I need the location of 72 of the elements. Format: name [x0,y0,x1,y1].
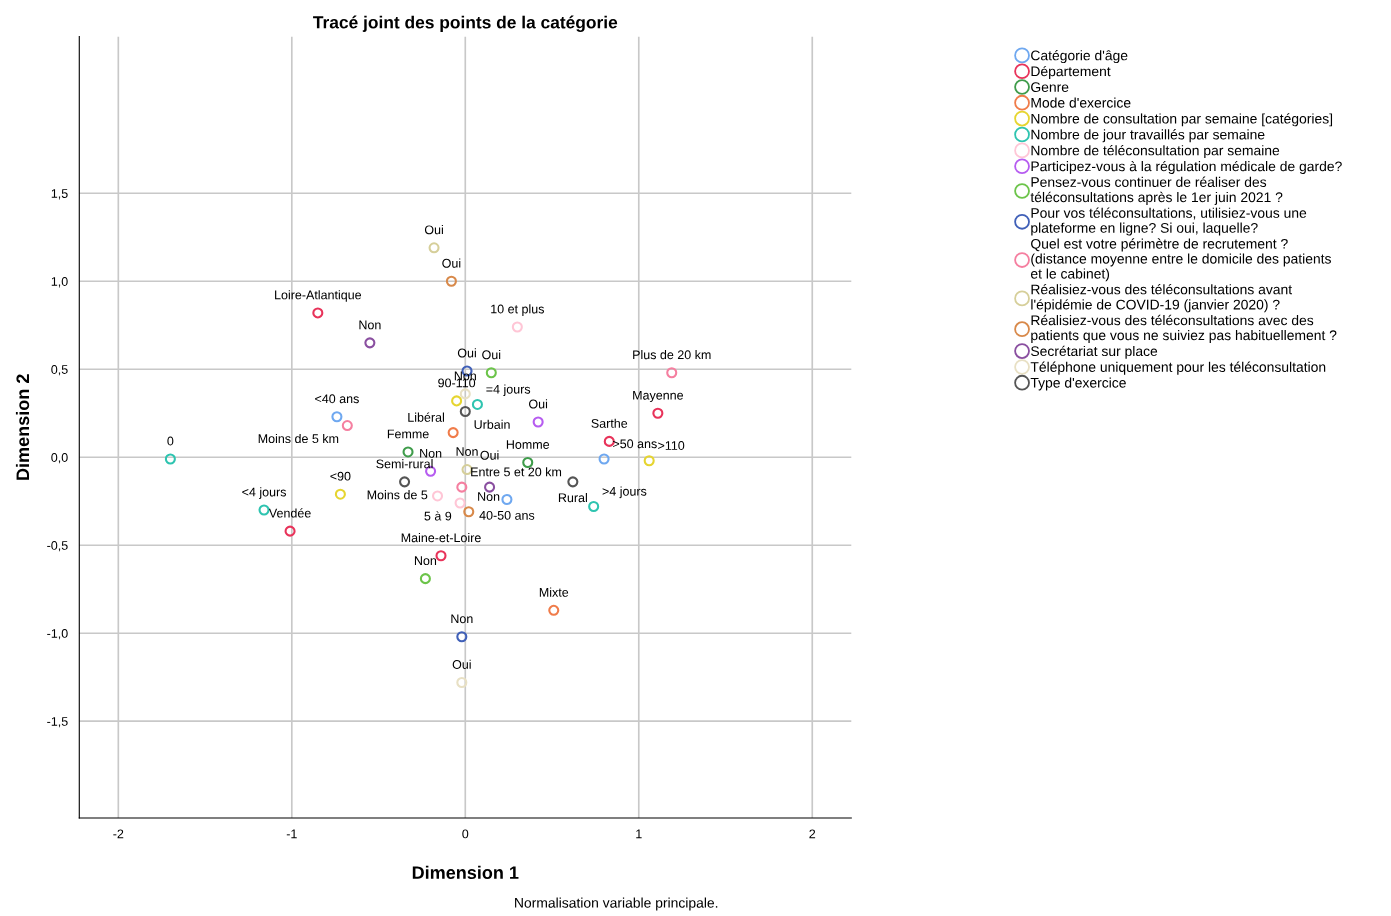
x-tick-label: -1 [286,829,297,839]
annotation: <4 jours [242,487,287,499]
x-tick-label: 1 [636,829,642,839]
y-tick-label: 0,0 [51,453,68,464]
annotation: Non [451,614,473,624]
annotation: Non [420,449,442,458]
annotation: 10 et plus [491,304,544,316]
legend-label: Nombre de téléconsultation par semaine [1031,145,1280,159]
annotation: >50 ans [613,439,657,449]
x-tick-label: 2 [809,829,816,839]
annotation: =4 jours [486,384,531,397]
annotation: >110 [658,441,685,450]
legend-label: Département [1031,65,1111,80]
annotation: Oui [442,258,461,268]
x-tick-label: -2 [113,829,124,839]
annotation: 0 [167,436,174,446]
legend-label: Réalisiez-vous des téléconsultations avant l'épidémie de COVID-19 (janvier 2020) ? [1031,283,1292,313]
annotation: Oui [457,348,476,358]
y-tick-label: -1,5 [47,717,68,728]
legend-label: Genre [1031,82,1069,92]
annotation: Non [359,320,381,330]
annotation: Femme [387,429,429,439]
annotation: Plus de 20 km [633,350,711,360]
legend-label: Nombre de consultation par semaine [catégories] [1031,113,1333,127]
annotation: Moins de 5 km [258,433,339,444]
y-tick-label: 1,5 [51,189,68,200]
annotation: Mayenne [633,390,684,403]
annotation: 40-50 ans [479,510,535,520]
annotation: Oui [482,350,501,360]
annotation: Loire-Atlantique [275,290,362,302]
legend-label: Téléphone uniquement pour les téléconsultation [1030,361,1326,375]
legend-label: Secrétariat sur place [1031,345,1158,359]
annotation: >4 jours [602,486,647,499]
annotation: Entre 5 et 20 km [471,467,562,477]
y-axis-title: Dimension 2 [15,374,30,480]
text: Normalisation variable principale. [515,897,718,911]
annotation: <40 ans [315,394,359,404]
annotation: 5 à 9 [424,511,452,521]
legend-label: Pour vos téléconsultations, utilisiez-vous une plateforme en ligne? Si oui, laquelle? [1031,207,1307,236]
annotation: Maine-et-Loire [401,533,481,543]
annotation: Mixte [539,587,569,597]
annotation: Non [478,492,500,501]
annotation: Sarthe [591,418,628,428]
y-tick-label: -0,5 [47,541,68,552]
annotation: Vendée [268,508,311,518]
annotation: Non [414,556,437,566]
annotation: Semi-rural [376,459,433,469]
annotation: <90 [330,471,351,481]
legend-label: Pensez-vous continuer de réaliser des téléconsultations après le 1er juin 2021 ? [1030,176,1283,205]
legend-label: Catégorie d'âge [1031,50,1128,64]
annotation: Urbain [474,419,510,429]
legend-label: Réalisiez-vous des téléconsultations avec des patients que vous ne suiviez pas habituellement ? [1031,314,1337,343]
annotation: Oui [424,225,443,235]
annotation: Libéral [408,412,444,422]
annotation: Homme [506,440,550,449]
x-tick-label: 0 [462,829,469,839]
y-tick-label: -1,0 [47,629,68,640]
chart-title: Tracé joint des points de la catégorie [313,15,618,32]
annotation: Oui [529,399,548,409]
legend-label: Participez-vous à la régulation médicale de garde? [1031,160,1342,175]
legend-label: Quel est votre périmètre de recrutement ? (distance moyenne entre le domicile des patients et le cabinet) [1030,238,1331,282]
legend-label: Mode d'exercice [1031,97,1131,108]
annotation: Oui [452,659,471,669]
annotation: Oui [480,450,499,460]
annotation: Non [456,447,478,456]
annotation: Rural [558,492,587,503]
x-axis-title: Dimension 1 [412,865,519,880]
legend-label: Nombre de jour travaillés par semaine [1031,129,1265,143]
y-tick-label: 1,0 [51,277,68,288]
annotation: Moins de 5 [367,490,428,500]
legend-label: Type d'exercice [1030,377,1126,391]
y-tick-label: 0,5 [51,365,68,376]
